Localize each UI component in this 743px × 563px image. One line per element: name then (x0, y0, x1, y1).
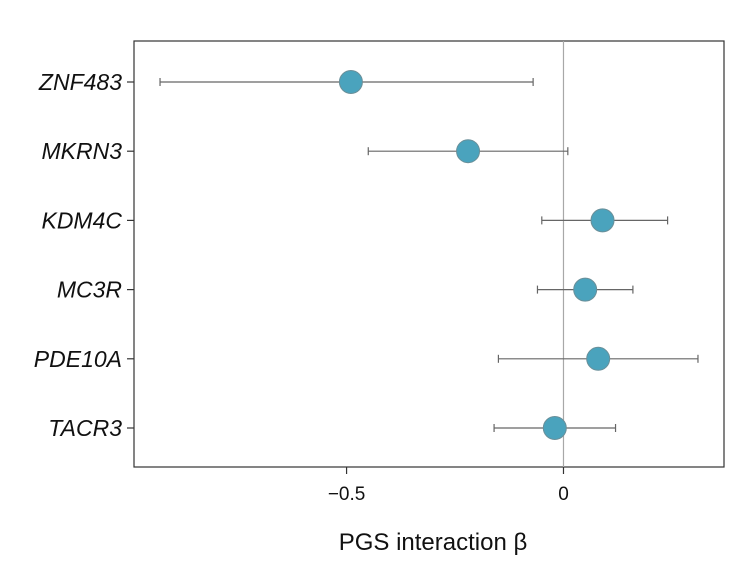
point-TACR3 (542, 416, 567, 440)
xtick-label-0: −0.5 (328, 484, 366, 505)
ytick-label-TACR3: TACR3 (48, 415, 122, 441)
y-axis: ZNF483 MKRN3 KDM4C MC3R PDE10A TACR3 (34, 69, 134, 441)
ytick-label-ZNF483: ZNF483 (38, 69, 122, 95)
x-axis: −0.5 0 (328, 467, 569, 505)
point-MC3R (573, 277, 598, 302)
ytick-label-MKRN3: MKRN3 (41, 138, 122, 164)
data-marks (159, 70, 699, 440)
ytick-label-MC3R: MC3R (57, 277, 122, 303)
x-axis-label: PGS interaction β (339, 529, 528, 556)
xtick-label-1: 0 (558, 484, 569, 505)
ytick-label-KDM4C: KDM4C (41, 207, 122, 233)
plot-area-frame (133, 40, 725, 468)
point-PDE10A (586, 346, 611, 371)
point-ZNF483 (338, 70, 363, 94)
point-MKRN3 (456, 139, 481, 164)
point-KDM4C (590, 208, 615, 233)
ytick-label-PDE10A: PDE10A (34, 346, 122, 372)
